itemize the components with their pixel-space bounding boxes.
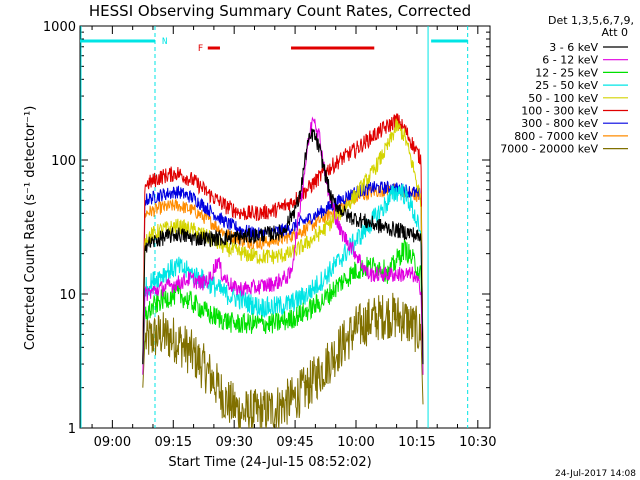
- plot-frame: [79, 25, 491, 429]
- y-tick-label: 100: [51, 154, 76, 169]
- series-line-6-12: [142, 116, 424, 375]
- x-tick-label: 10:30: [459, 435, 496, 450]
- series-line-3-6: [142, 128, 424, 365]
- y-tick-label: 1: [68, 422, 76, 437]
- y-tick-label: 1000: [43, 20, 76, 35]
- legend-label: 6 - 12 keV: [542, 54, 598, 67]
- legend-label: 800 - 7000 keV: [514, 130, 598, 143]
- legend-label: 300 - 800 keV: [521, 117, 598, 130]
- legend-label: 3 - 6 keV: [549, 41, 598, 54]
- x-tick-label: 09:15: [155, 435, 192, 450]
- legend-label: 25 - 50 keV: [535, 79, 598, 92]
- legend-label: 12 - 25 keV: [535, 66, 598, 79]
- y-tick-label: 10: [59, 288, 76, 303]
- night-flag-label: N: [162, 37, 167, 47]
- series-line-7000-20000: [142, 292, 424, 429]
- x-tick-label: 10:00: [337, 435, 374, 450]
- x-tick-label: 10:15: [398, 435, 435, 450]
- flare-flag-label: F: [198, 44, 203, 54]
- x-tick-label: 09:45: [276, 435, 313, 450]
- legend-header-detectors: Det 1,3,5,6,7,9,: [548, 14, 634, 27]
- legend-label: 7000 - 20000 keV: [500, 143, 598, 156]
- x-tick-label: 09:00: [94, 435, 131, 450]
- x-tick-label: 09:30: [215, 435, 252, 450]
- series-line-25-50: [142, 183, 424, 365]
- generation-timestamp: 24-Jul-2017 14:08: [555, 469, 636, 479]
- series-line-100-300: [142, 113, 424, 365]
- legend-label: 100 - 300 keV: [521, 105, 598, 118]
- x-axis-label: Start Time (24-Jul-15 08:52:02): [168, 455, 371, 470]
- legend-header-attenuator: Att 0: [602, 26, 628, 39]
- legend-label: 50 - 100 keV: [528, 92, 598, 105]
- y-axis-label: Corrected Count Rate (s⁻¹ detector⁻¹): [23, 106, 38, 351]
- chart-title: HESSI Observing Summary Count Rates, Cor…: [89, 2, 471, 20]
